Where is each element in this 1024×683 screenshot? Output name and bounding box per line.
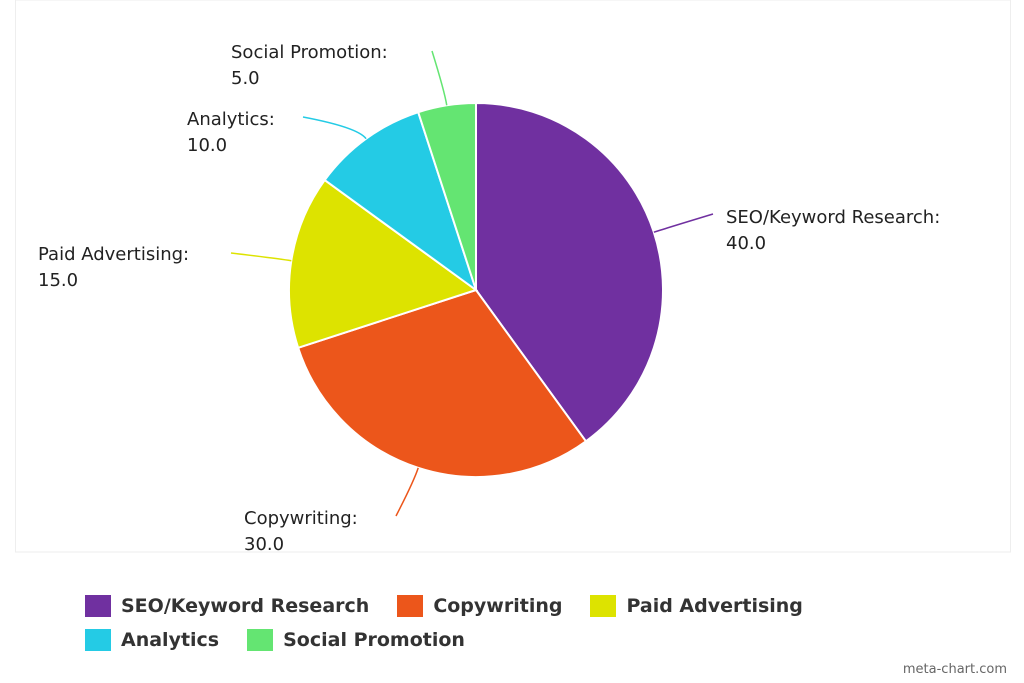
slice-label-name: SEO/Keyword Research: <box>726 207 940 228</box>
slice-label-name: Analytics: <box>187 109 275 130</box>
legend-item[interactable]: Copywriting <box>397 594 562 618</box>
credit-text[interactable]: meta-chart.com <box>902 662 1007 677</box>
legend-label: Social Promotion <box>283 629 465 651</box>
legend-item[interactable]: SEO/Keyword Research <box>85 594 369 618</box>
legend: SEO/Keyword Research Copywriting Paid Adve… <box>85 594 985 652</box>
label-connector <box>431 50 448 106</box>
legend-label: Paid Advertising <box>626 595 803 617</box>
slice-label-name: Copywriting: <box>244 508 358 529</box>
pie-slice-copywriting[interactable] <box>296 288 588 478</box>
slice-label-value: 15.0 <box>38 270 78 291</box>
legend-item[interactable]: Paid Advertising <box>590 594 803 618</box>
label-connector <box>230 252 292 262</box>
pie-slice-analytics[interactable] <box>323 110 478 293</box>
slice-label-name: Paid Advertising: <box>38 244 189 265</box>
pie-slice-seo-keyword-research[interactable] <box>475 101 664 443</box>
legend-label: SEO/Keyword Research <box>121 595 370 617</box>
legend-swatch <box>590 595 617 617</box>
legend-swatch <box>85 629 111 651</box>
legend-item[interactable]: Social Promotion <box>247 628 465 652</box>
label-connector <box>653 213 714 233</box>
slice-label-value: 5.0 <box>231 68 260 89</box>
legend-swatch <box>397 595 424 617</box>
legend-label: Analytics <box>121 629 220 651</box>
legend-item[interactable]: Analytics <box>85 628 219 652</box>
slice-label-value: 40.0 <box>726 233 766 254</box>
plot-frame <box>15 0 1011 553</box>
slice-label-value: 10.0 <box>187 135 227 156</box>
slice-label-name: Social Promotion: <box>231 42 388 63</box>
slice-label-value: 30.0 <box>244 534 284 555</box>
label-connector <box>395 467 419 517</box>
legend-swatch <box>85 595 111 617</box>
legend-label: Copywriting <box>433 595 563 617</box>
legend-swatch <box>247 629 274 651</box>
label-connector <box>302 116 367 140</box>
